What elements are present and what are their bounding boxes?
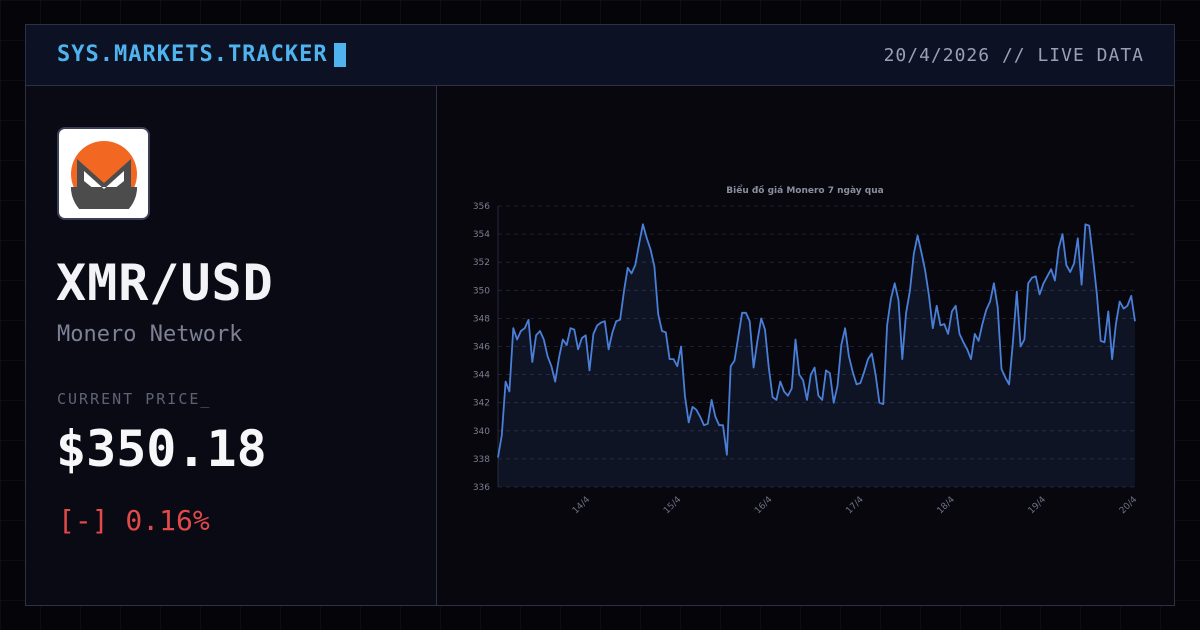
y-tick-label: 344 — [473, 371, 490, 381]
y-tick-label: 352 — [473, 258, 490, 268]
terminal-cursor-icon — [333, 42, 346, 67]
asset-pair: XMR/USD — [56, 254, 274, 312]
monero-logo-icon — [70, 140, 137, 209]
series-line — [497, 223, 1136, 458]
header-bar: SYS.MARKETS.TRACKER 20/4/2026 // LIVE DA… — [26, 25, 1174, 86]
tracker-card: SYS.MARKETS.TRACKER 20/4/2026 // LIVE DA… — [25, 24, 1175, 606]
brand-label: SYS.MARKETS.TRACKER — [57, 42, 328, 67]
y-tick-label: 354 — [473, 230, 490, 240]
y-tick-label: 356 — [473, 202, 490, 212]
x-tick-label: 17/4 — [844, 495, 866, 517]
price-chart-panel: Biểu đồ giá Monero 7 ngày qua 336 338 340 3… — [437, 86, 1174, 605]
y-tick-label: 342 — [473, 399, 490, 409]
current-price: $350.18 — [56, 420, 267, 478]
brand-title: SYS.MARKETS.TRACKER — [57, 42, 346, 67]
y-tick-label: 338 — [473, 455, 490, 465]
price-chart: Biểu đồ giá Monero 7 ngày qua 3363383403… — [473, 184, 1140, 517]
asset-panel: XMR/USD Monero Network CURRENT PRICE_ $3… — [26, 86, 437, 605]
chart-grid — [497, 205, 1135, 488]
chart-title: Biểu đồ giá Monero 7 ngày qua — [726, 184, 883, 196]
x-tick-label: 14/4 — [571, 495, 593, 517]
series-area — [498, 224, 1135, 488]
y-tick-label: 340 — [473, 427, 490, 437]
y-tick-label: 348 — [473, 314, 490, 324]
asset-network: Monero Network — [57, 322, 243, 347]
x-tick-label: 15/4 — [662, 495, 684, 517]
x-tick-label: 18/4 — [936, 495, 958, 517]
x-tick-label: 19/4 — [1027, 495, 1049, 517]
y-axis: 336 338 340 342 344 346 348 350 352 354 356 — [473, 202, 490, 493]
y-tick-label: 346 — [473, 343, 490, 353]
date-status: 20/4/2026 // LIVE DATA — [883, 45, 1144, 66]
y-tick-label: 350 — [473, 286, 490, 296]
x-tick-label: 20/4 — [1118, 495, 1140, 517]
x-tick-label: 16/4 — [753, 495, 775, 517]
series-layer — [497, 223, 1136, 488]
y-tick-label: 336 — [473, 483, 490, 493]
price-label: CURRENT PRICE_ — [57, 390, 212, 408]
asset-logo — [57, 127, 150, 220]
x-axis: 14/4 15/4 16/4 17/4 18/4 19/4 20/4 — [571, 495, 1140, 517]
price-change: [-] 0.16% — [58, 504, 210, 537]
